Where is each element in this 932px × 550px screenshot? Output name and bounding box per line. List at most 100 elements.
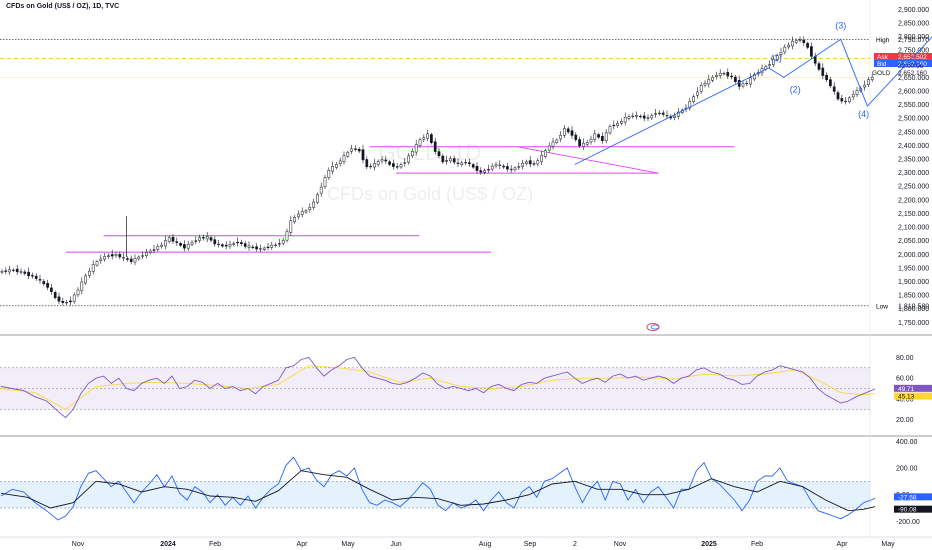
candle [407,155,410,163]
candle [293,217,296,223]
candle [559,134,562,140]
candle [608,126,612,134]
time-tick-label: May [881,541,895,548]
candle [118,254,122,258]
candle [232,243,236,245]
time-tick-label: Sep [524,541,537,548]
candle [395,166,399,168]
price-tick-label: 1,950.000 [898,265,929,272]
candle [563,128,566,136]
candle [506,166,509,170]
candle [730,75,733,78]
candle [323,177,327,187]
price-tick-label: 2,750.000 [898,48,929,55]
candle [688,101,692,109]
bid-value: 2,652.160 [898,61,927,68]
candle [414,144,418,153]
candle [365,159,369,168]
candle [228,243,232,247]
candle [532,163,536,165]
candle [711,76,714,81]
candle [194,240,198,242]
gold-tag: GOLD [872,70,891,77]
rsi-band [0,367,870,410]
wave-label: (1) [771,53,782,63]
candle [15,268,19,273]
candle [536,160,540,165]
candle [46,283,49,288]
candle [589,138,593,143]
candle [456,162,460,164]
candle [42,281,46,285]
osc-slow-value-box [894,505,932,513]
price-tick-label: 2,600.000 [898,88,929,95]
candle [547,145,551,151]
candle [794,40,798,43]
rsi-ma-value: 45.13 [898,394,915,401]
price-tick-label: 2,300.000 [898,170,929,177]
candle [373,163,376,168]
candle [574,134,578,140]
candle [297,213,300,218]
candle [270,244,274,248]
candle [380,159,384,162]
candle [699,84,703,92]
trend-line-diagonal [517,146,659,174]
candle [597,134,600,138]
rsi-value-box [894,384,932,392]
osc-band [0,481,870,508]
candle [863,84,866,88]
candle [205,236,209,240]
candle [133,258,137,263]
candle [840,98,844,102]
candle [422,137,426,140]
candle [528,160,532,165]
price-tick-label: 2,500.000 [898,116,929,123]
elliott-wave-line [574,36,932,165]
candle [129,258,133,262]
bar-countdown: 22:00:56 [898,63,924,70]
candle [202,237,205,239]
candle [80,281,84,292]
event-icon [646,323,660,331]
candle [342,155,346,162]
bid-tag: Bid [877,61,887,68]
candle [437,151,441,157]
candle [209,237,213,241]
rsi-value: 49.71 [898,386,915,393]
low-value: 1,810.580 [898,303,929,310]
rsi-tick-label: 40.00 [896,396,914,403]
candle [650,115,654,119]
event-icon-inner [650,324,660,330]
candle [445,160,448,162]
candle [8,269,11,273]
candle [27,271,30,277]
candle [646,117,650,119]
candle [509,168,513,171]
candle [555,139,559,143]
price-tick-label: 2,100.000 [898,225,929,232]
candle [745,82,749,85]
candle [779,52,783,55]
price-tick-label: 2,050.000 [898,238,929,245]
osc-tick-label: 200.00 [896,466,918,473]
candle [741,83,745,87]
ask-tag: Ask [877,54,889,61]
candle [726,72,730,77]
candle [604,132,608,141]
candle [817,63,821,70]
candle [426,133,429,139]
candle [103,256,106,260]
candle [4,270,8,272]
candle [468,162,471,164]
candle [460,162,464,165]
candle [57,296,61,302]
candle [255,246,258,250]
time-tick-label: May [341,541,355,548]
candle [392,163,395,167]
candle [775,55,779,60]
candle [475,165,479,171]
candle [76,289,80,296]
low-tag: Low [876,303,888,310]
